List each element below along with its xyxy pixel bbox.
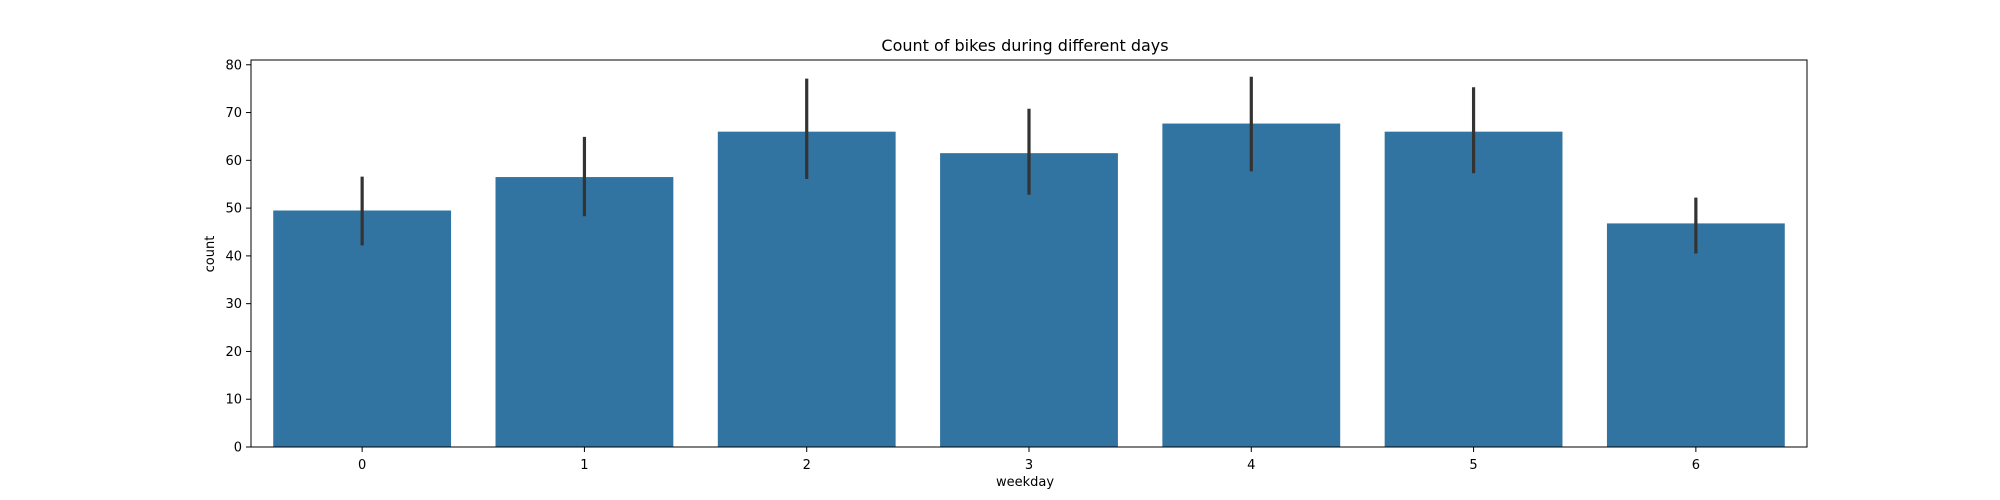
x-tick-label-2: 2 xyxy=(803,458,811,473)
bar-5 xyxy=(1384,131,1563,447)
x-axis-label: weekday xyxy=(996,475,1054,490)
bar-2 xyxy=(717,131,896,447)
y-tick-label-30: 30 xyxy=(225,297,242,312)
bars-layer xyxy=(273,123,1785,448)
bar-6 xyxy=(1606,223,1785,447)
y-tick-label-10: 10 xyxy=(225,393,242,408)
y-tick-label-70: 70 xyxy=(225,106,242,121)
bar-1 xyxy=(495,177,674,448)
y-tick-label-40: 40 xyxy=(225,249,242,264)
x-tick-label-6: 6 xyxy=(1692,458,1700,473)
x-axis: 0 1 2 3 4 5 6 xyxy=(358,447,1700,473)
bar-4 xyxy=(1162,123,1341,448)
bar-0 xyxy=(273,210,452,447)
bar-3 xyxy=(940,153,1118,447)
x-tick-label-4: 4 xyxy=(1247,458,1255,473)
chart-title: Count of bikes during different days xyxy=(881,36,1168,55)
x-tick-label-3: 3 xyxy=(1025,458,1033,473)
y-tick-label-60: 60 xyxy=(225,154,242,169)
y-tick-label-20: 20 xyxy=(225,345,242,360)
y-tick-label-0: 0 xyxy=(234,441,242,456)
x-tick-label-1: 1 xyxy=(580,458,588,473)
error-bars-layer xyxy=(360,76,1698,254)
y-tick-label-80: 80 xyxy=(225,58,242,73)
x-tick-label-5: 5 xyxy=(1469,458,1477,473)
y-axis: 0 10 20 30 40 50 60 70 80 xyxy=(225,58,251,456)
x-tick-label-0: 0 xyxy=(358,458,366,473)
y-tick-label-50: 50 xyxy=(225,202,242,217)
y-axis-label: count xyxy=(203,236,218,273)
